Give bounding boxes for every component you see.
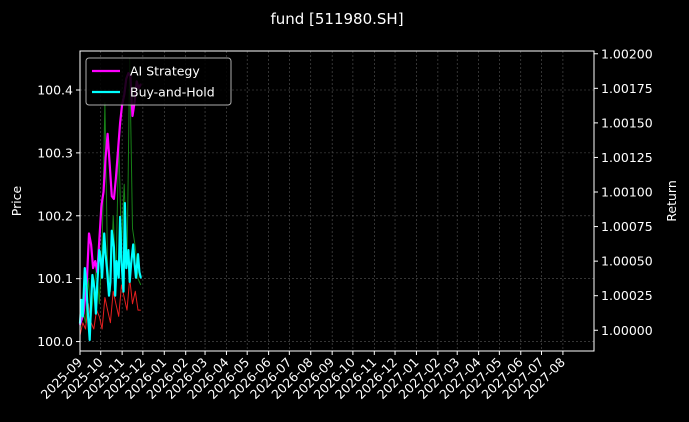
series-point: [113, 198, 115, 200]
left-tick-label: 100.3: [37, 145, 73, 160]
series-point: [115, 177, 117, 179]
right-tick-label: 1.00150: [601, 115, 653, 130]
series-point: [137, 253, 139, 255]
series-point: [93, 288, 96, 290]
legend-label: AI Strategy: [130, 64, 200, 79]
series-point: [96, 282, 99, 285]
series-point: [104, 253, 107, 255]
series-point: [113, 246, 115, 249]
left-tick-label: 100.0: [37, 334, 73, 349]
series-point: [109, 281, 112, 283]
plot-frame: [79, 50, 595, 352]
series-point: [82, 315, 84, 318]
right-tick-label: 1.00125: [601, 150, 653, 165]
series-point: [103, 232, 105, 235]
series-point: [119, 122, 121, 124]
series-point: [88, 339, 91, 341]
series-point: [120, 260, 123, 262]
right-tick-label: 1.00050: [601, 254, 653, 269]
series-point: [94, 260, 96, 262]
series-point: [111, 229, 113, 232]
series-point: [80, 299, 83, 301]
series-point: [122, 290, 125, 293]
right-tick-label: 1.00100: [601, 185, 653, 200]
series-point: [91, 274, 94, 276]
series-point: [85, 281, 87, 283]
series-point: [102, 191, 105, 193]
series-point: [99, 257, 102, 260]
right-axis-label: Return: [664, 180, 679, 221]
series-point: [88, 232, 90, 235]
right-tick-label: 1.00075: [601, 219, 653, 234]
right-y-axis: 1.00000 1.00025 1.00050 1.00075 1.00100 1.001…: [594, 46, 653, 338]
series-point: [106, 133, 109, 135]
series-point: [117, 276, 120, 279]
series-point: [92, 267, 94, 269]
series-point: [125, 267, 128, 269]
series-point: [84, 267, 86, 269]
series-point: [104, 156, 107, 159]
series-point: [131, 115, 134, 117]
series-point: [114, 294, 116, 297]
right-tick-label: 1.00175: [601, 81, 653, 96]
series-point: [133, 263, 136, 265]
series-point: [124, 202, 126, 204]
series-point: [98, 249, 101, 251]
left-y-axis: 100.0 100.1 100.2 100.3 100.4: [37, 82, 80, 349]
legend: AI Strategy Buy-and-Hold: [85, 57, 232, 106]
series-point: [98, 239, 101, 242]
series-point: [128, 281, 131, 283]
series-point: [101, 276, 103, 279]
series-point: [115, 260, 118, 262]
series-point: [117, 149, 119, 152]
left-tick-label: 100.4: [37, 82, 73, 97]
series-point: [119, 216, 121, 218]
series-point: [138, 271, 141, 274]
left-tick-label: 100.1: [37, 271, 73, 286]
legend-box: [85, 57, 232, 106]
series-point: [140, 276, 142, 279]
chart-title: fund [511980.SH]: [270, 10, 403, 28]
series-point: [108, 163, 111, 166]
series-point: [135, 276, 137, 279]
series-point: [106, 267, 108, 269]
series-point: [90, 301, 92, 304]
series-point: [111, 195, 113, 197]
x-axis: 2025-092025-102025-112025-122026-012026-…: [38, 351, 568, 402]
right-tick-label: 1.00200: [601, 46, 653, 61]
left-axis-label: Price: [9, 185, 24, 216]
series-point: [130, 263, 132, 265]
series-point: [132, 243, 134, 246]
right-tick-label: 1.00000: [601, 323, 653, 338]
right-tick-label: 1.00025: [601, 288, 653, 303]
series-point: [108, 294, 110, 297]
series-point: [86, 308, 89, 311]
series-point: [100, 205, 103, 207]
legend-label: Buy-and-Hold: [130, 85, 215, 100]
series-point: [127, 249, 130, 251]
series-point: [95, 312, 97, 315]
series-point: [90, 243, 92, 246]
left-tick-label: 100.2: [37, 208, 73, 223]
